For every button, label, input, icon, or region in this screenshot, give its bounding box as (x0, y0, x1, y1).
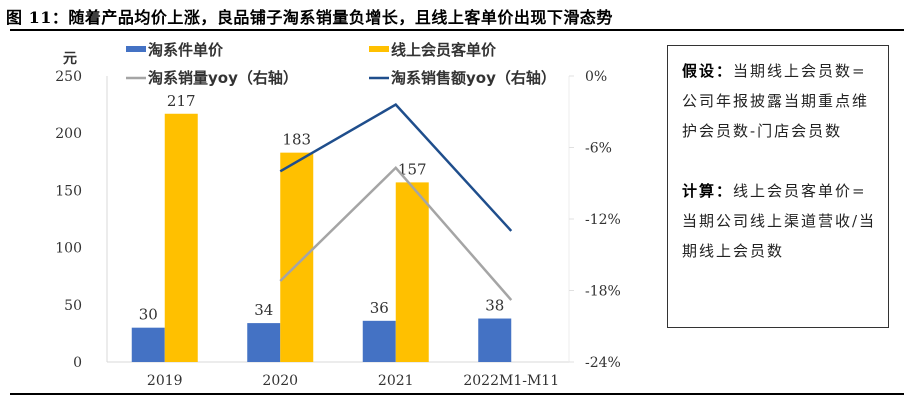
x-axis-tick-label: 2019 (147, 373, 183, 389)
x-axis-tick-label: 2020 (262, 373, 298, 389)
right-axis-tick-label: -12% (585, 212, 621, 228)
legend-label: 线上会员客单价 (391, 41, 497, 59)
note-calc-text: 线上会员客单价=当期公司线上渠道营收/当期线上会员数 (682, 182, 877, 260)
bar-unit-price (131, 327, 165, 362)
bar-member-ticket (395, 182, 429, 362)
bar-unit-price (247, 323, 281, 362)
right-axis-tick-label: 0% (585, 69, 607, 85)
x-axis-tick-label: 2022M1-M11 (463, 373, 559, 389)
legend-swatch (369, 46, 389, 52)
legend-label: 淘系销量yoy（右轴） (147, 69, 298, 87)
data-label: 183 (282, 131, 311, 149)
right-axis-tick-label: -18% (585, 284, 621, 300)
bar-unit-price (478, 318, 512, 362)
data-label: 38 (485, 297, 504, 315)
data-label: 157 (398, 160, 427, 178)
left-axis-tick-label: 250 (55, 69, 82, 85)
note-assume-label: 假设： (682, 62, 734, 80)
right-axis-tick-label: -24% (585, 355, 621, 371)
title-rule (10, 29, 904, 31)
right-axis-tick-label: -6% (585, 141, 612, 157)
note-calc-label: 计算： (682, 182, 734, 200)
left-axis-tick-label: 50 (64, 298, 82, 314)
note-assume-text: 当期线上会员数=公司年报披露当期重点维护会员数-门店会员数 (682, 62, 870, 140)
left-axis-tick-label: 150 (55, 183, 82, 199)
left-axis-unit-label: 元 (63, 51, 77, 67)
bar-member-ticket (280, 152, 314, 362)
left-axis-tick-label: 200 (55, 126, 82, 142)
legend-label: 淘系件单价 (147, 41, 224, 59)
combo-chart: -24% -18% -12% -6% 0% 0 50 100 150 200 250 元 30 34 36 3… (55, 41, 621, 389)
bar-unit-price (362, 320, 396, 362)
legend-swatch (126, 46, 146, 52)
x-axis-tick-label: 2021 (378, 373, 414, 389)
left-axis-tick-label: 100 (55, 241, 82, 257)
data-label: 30 (139, 306, 158, 324)
data-label: 217 (167, 92, 196, 110)
data-label: 36 (370, 299, 389, 317)
legend-label: 淘系销售额yoy（右轴） (390, 69, 556, 87)
data-label: 34 (254, 301, 273, 319)
note-box: 假设：当期线上会员数=公司年报披露当期重点维护会员数-门店会员数 计算：线上会员… (667, 45, 889, 328)
left-axis-tick-label: 0 (73, 355, 82, 371)
bar-member-ticket (164, 113, 198, 362)
figure-title: 图 11：随着产品均价上涨，良品铺子淘系销量负增长，且线上客单价出现下滑态势 (6, 8, 613, 27)
bottom-rule (10, 393, 904, 395)
